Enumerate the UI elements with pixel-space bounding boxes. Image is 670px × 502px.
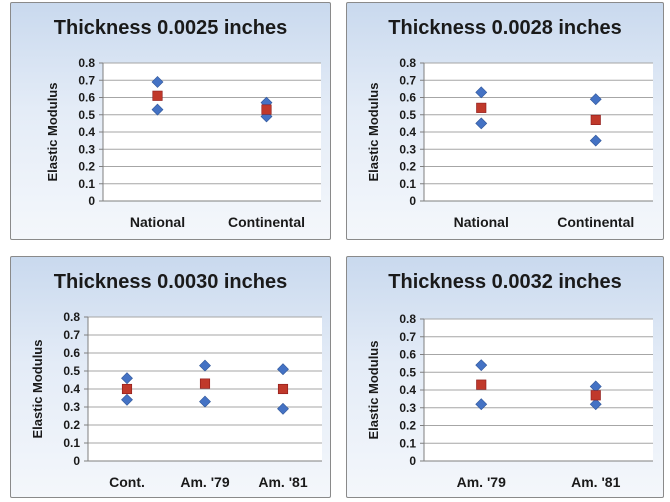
y-tick-label: 0.6 (399, 91, 416, 105)
diamond-marker (277, 363, 289, 376)
square-marker (261, 104, 272, 115)
y-tick-label: 0.1 (78, 177, 95, 191)
square-marker (121, 383, 133, 395)
chart-panel-thickness-0025: Thickness 0.0025 inches 0 0.1 0.2 0.3 0.4 0.5… (10, 2, 331, 240)
y-tick-label: 0.8 (78, 56, 95, 70)
diamond-marker (151, 76, 164, 88)
x-category-label: National (130, 214, 185, 230)
y-tick-label: 0.2 (399, 419, 416, 433)
y-tick-label: 0.8 (63, 310, 80, 324)
y-tick-label: 0.2 (63, 418, 80, 432)
chart-plot: 0 0.1 0.2 0.3 0.4 0.5 0.6 0.7 0.8 National Contine… (366, 56, 653, 230)
y-tick-label: 0.3 (63, 400, 80, 414)
square-marker (590, 114, 601, 125)
y-tick-label: 0 (88, 194, 95, 208)
y-tick-label: 0 (409, 194, 416, 208)
diamond-marker (151, 103, 164, 116)
y-tick-label: 0.5 (63, 364, 80, 378)
y-tick-label: 0.6 (78, 91, 95, 105)
chart-panel-thickness-0032: Thickness 0.0032 inches 0 0.1 0.2 0.3 0.4 0.5… (346, 256, 664, 498)
chart-panel-thickness-0028: Thickness 0.0028 inches 0 0.1 0.2 0.3 0.4 0.5… (346, 2, 664, 240)
chart-panel-thickness-0030: Thickness 0.0030 inches 0 0.1 0.2 0.3 0.4 0.5… (10, 256, 331, 498)
diamond-marker (199, 359, 211, 372)
diamond-marker (277, 402, 289, 415)
y-tick-label: 0.5 (399, 108, 416, 122)
x-category-label: Am. '81 (258, 474, 307, 490)
chart-title: Thickness 0.0032 inches (388, 271, 622, 293)
y-tick-label: 0.7 (78, 73, 95, 87)
square-marker (476, 379, 487, 390)
y-axis-label: Elastic Modulus (30, 340, 45, 439)
y-tick-label: 0.4 (399, 383, 416, 397)
y-tick-label: 0.1 (399, 177, 416, 191)
y-tick-label: 0.5 (399, 365, 416, 379)
y-tick-label: 0.2 (78, 160, 95, 174)
y-tick-label: 0.7 (399, 73, 416, 87)
y-tick-label: 0 (409, 454, 416, 468)
y-tick-label: 0.1 (399, 436, 416, 450)
diamond-marker (589, 134, 602, 147)
y-axis-label: Elastic Modulus (366, 83, 381, 182)
x-category-label: Am. '81 (571, 474, 620, 490)
y-tick-label: 0.3 (399, 142, 416, 156)
x-category-label: Am. '79 (457, 474, 506, 490)
y-tick-label: 0.6 (399, 348, 416, 362)
x-category-label: Continental (557, 214, 634, 230)
diamond-marker (475, 398, 488, 411)
square-marker (476, 102, 487, 113)
y-axis-label: Elastic Modulus (45, 83, 60, 182)
y-tick-label: 0.3 (78, 142, 95, 156)
y-tick-label: 0 (73, 454, 80, 468)
chart-plot: 0 0.1 0.2 0.3 0.4 0.5 0.6 0.7 0.8 Cont. Am. '79 Am.… (30, 310, 322, 490)
chart-plot: 0 0.1 0.2 0.3 0.4 0.5 0.6 0.7 0.8 National Contine… (45, 56, 321, 230)
x-category-label: Am. '79 (180, 474, 229, 490)
square-marker (199, 378, 211, 389)
diamond-marker (475, 86, 488, 99)
x-category-label: Cont. (109, 474, 145, 490)
y-tick-label: 0.3 (399, 401, 416, 415)
y-axis-label: Elastic Modulus (366, 341, 381, 440)
y-tick-label: 0.8 (399, 312, 416, 326)
y-tick-label: 0.8 (399, 56, 416, 70)
chart-title: Thickness 0.0028 inches (388, 17, 622, 39)
y-tick-label: 0.4 (63, 382, 80, 396)
y-tick-label: 0.1 (63, 436, 80, 450)
diamond-marker (475, 359, 488, 372)
chart-title: Thickness 0.0025 inches (53, 17, 288, 39)
square-marker (277, 383, 289, 395)
y-tick-label: 0.2 (399, 160, 416, 174)
x-category-label: Continental (228, 214, 305, 230)
square-marker (590, 390, 601, 401)
square-marker (152, 90, 163, 101)
y-tick-label: 0.5 (78, 108, 95, 122)
y-tick-label: 0.7 (63, 328, 80, 342)
diamond-marker (589, 93, 602, 106)
diamond-marker (121, 372, 133, 385)
y-tick-label: 0.7 (399, 330, 416, 344)
diamond-marker (121, 393, 133, 406)
chart-title: Thickness 0.0030 inches (53, 271, 288, 293)
chart-plot: 0 0.1 0.2 0.3 0.4 0.5 0.6 0.7 0.8 Am. '79 Am. '81 E… (366, 312, 653, 490)
y-tick-label: 0.4 (399, 125, 416, 139)
diamond-marker (199, 395, 211, 408)
diamond-marker (475, 117, 488, 130)
y-tick-label: 0.4 (78, 125, 95, 139)
diamond-marker (589, 398, 602, 411)
y-tick-label: 0.6 (63, 346, 80, 360)
x-category-label: National (454, 214, 509, 230)
